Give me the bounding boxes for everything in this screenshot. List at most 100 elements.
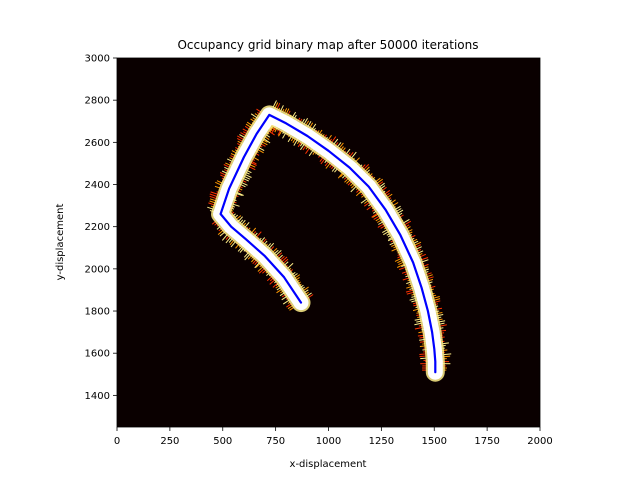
edge-speckle — [266, 134, 271, 138]
edge-speckle — [294, 274, 301, 279]
x-axis-label: x-displacement — [290, 459, 367, 470]
edge-speckle — [333, 138, 339, 145]
edge-speckle — [440, 324, 447, 327]
edge-speckle — [364, 202, 370, 207]
x-tick-label: 1250 — [369, 436, 394, 447]
edge-speckle — [230, 241, 236, 248]
edge-speckle — [243, 131, 247, 134]
edge-speckle — [346, 179, 351, 184]
edge-speckle — [360, 198, 368, 204]
edge-speckle — [272, 248, 278, 253]
edge-speckle — [427, 276, 434, 280]
y-tick-label: 2000 — [85, 264, 110, 275]
edge-speckle — [232, 203, 240, 207]
edge-speckle — [215, 181, 222, 186]
edge-speckle — [397, 256, 401, 259]
edge-speckle — [284, 108, 288, 113]
edge-speckle — [250, 113, 258, 119]
x-tick-label: 1500 — [422, 436, 447, 447]
edge-speckle — [396, 263, 405, 268]
y-tick-label: 1800 — [85, 307, 110, 318]
edge-speckle — [244, 174, 252, 178]
edge-speckle — [337, 172, 343, 179]
edge-speckle — [345, 148, 351, 155]
edge-speckle — [303, 286, 309, 291]
x-tick-label: 750 — [266, 436, 285, 447]
edge-speckle — [251, 160, 257, 165]
edge-speckle — [414, 327, 423, 330]
edge-speckle — [209, 193, 218, 197]
edge-speckle — [282, 132, 286, 139]
edge-speckle — [355, 190, 362, 197]
edge-speckle — [416, 246, 422, 250]
trajectory-path — [219, 113, 437, 374]
edge-speckle — [401, 271, 408, 274]
edge-speckle — [433, 296, 440, 299]
edge-speckle — [426, 274, 433, 278]
edge-speckle — [225, 237, 231, 244]
edge-speckle — [236, 137, 243, 142]
edge-speckle — [281, 256, 288, 263]
edge-speckle — [210, 191, 219, 195]
edge-speckle — [221, 234, 228, 241]
edge-speckle — [226, 158, 233, 162]
edge-speckle — [413, 240, 419, 244]
edge-speckle — [229, 239, 235, 246]
edge-speckle — [225, 235, 230, 240]
y-tick-label: 2200 — [85, 222, 110, 233]
edge-speckle — [209, 195, 217, 200]
plot-area — [116, 57, 541, 428]
x-tick-label: 1000 — [316, 436, 341, 447]
edge-speckle — [443, 353, 452, 356]
y-tick-label: 2600 — [85, 138, 110, 149]
y-tick-label: 3000 — [85, 54, 110, 65]
edge-speckle — [420, 357, 427, 360]
edge-speckle — [420, 257, 429, 261]
edge-speckle — [272, 100, 277, 108]
edge-speckle — [351, 151, 357, 159]
edge-speckle — [276, 102, 281, 110]
edge-speckle — [244, 254, 251, 261]
edge-speckle — [287, 136, 292, 143]
edge-speckle — [414, 322, 422, 326]
edge-speckle — [418, 331, 424, 334]
edge-speckle — [442, 342, 449, 345]
edge-speckle — [257, 266, 264, 272]
edge-speckle — [305, 147, 310, 154]
x-tick-label: 2000 — [527, 436, 552, 447]
chart-title: Occupancy grid binary map after 50000 it… — [177, 38, 478, 52]
edge-speckle — [399, 266, 406, 270]
x-axis-ticks: 0 250 500 750 1000 1250 1500 1750 2000 — [114, 427, 553, 447]
edge-speckle — [406, 281, 411, 285]
edge-speckle — [269, 126, 274, 132]
edge-speckle — [293, 273, 298, 277]
y-tick-label: 2400 — [85, 180, 110, 191]
edge-speckle — [419, 355, 427, 358]
edge-speckle — [409, 298, 416, 301]
edge-speckle — [394, 257, 402, 262]
edge-speckle — [253, 156, 260, 161]
edge-speckle — [252, 259, 257, 265]
edge-speckle — [419, 353, 427, 355]
x-tick-label: 1750 — [474, 436, 499, 447]
edge-speckle — [343, 176, 347, 180]
y-tick-label: 2800 — [85, 96, 110, 107]
edge-speckle — [324, 161, 329, 167]
y-axis-label: y-displacement — [55, 204, 66, 281]
edge-speckle — [275, 250, 282, 256]
edge-speckle — [250, 162, 257, 166]
x-tick-label: 0 — [114, 436, 120, 447]
edge-speckle — [277, 130, 281, 136]
edge-speckle — [248, 166, 256, 171]
map-background — [117, 58, 540, 427]
edge-speckle — [303, 117, 309, 124]
edge-speckle — [258, 267, 266, 274]
edge-speckle — [387, 193, 393, 198]
edge-speckle — [379, 182, 385, 188]
edge-speckle — [269, 279, 275, 285]
edge-speckle — [261, 141, 268, 146]
edge-speckle — [223, 164, 230, 168]
edge-speckle — [263, 138, 271, 144]
edge-speckle — [405, 289, 414, 293]
